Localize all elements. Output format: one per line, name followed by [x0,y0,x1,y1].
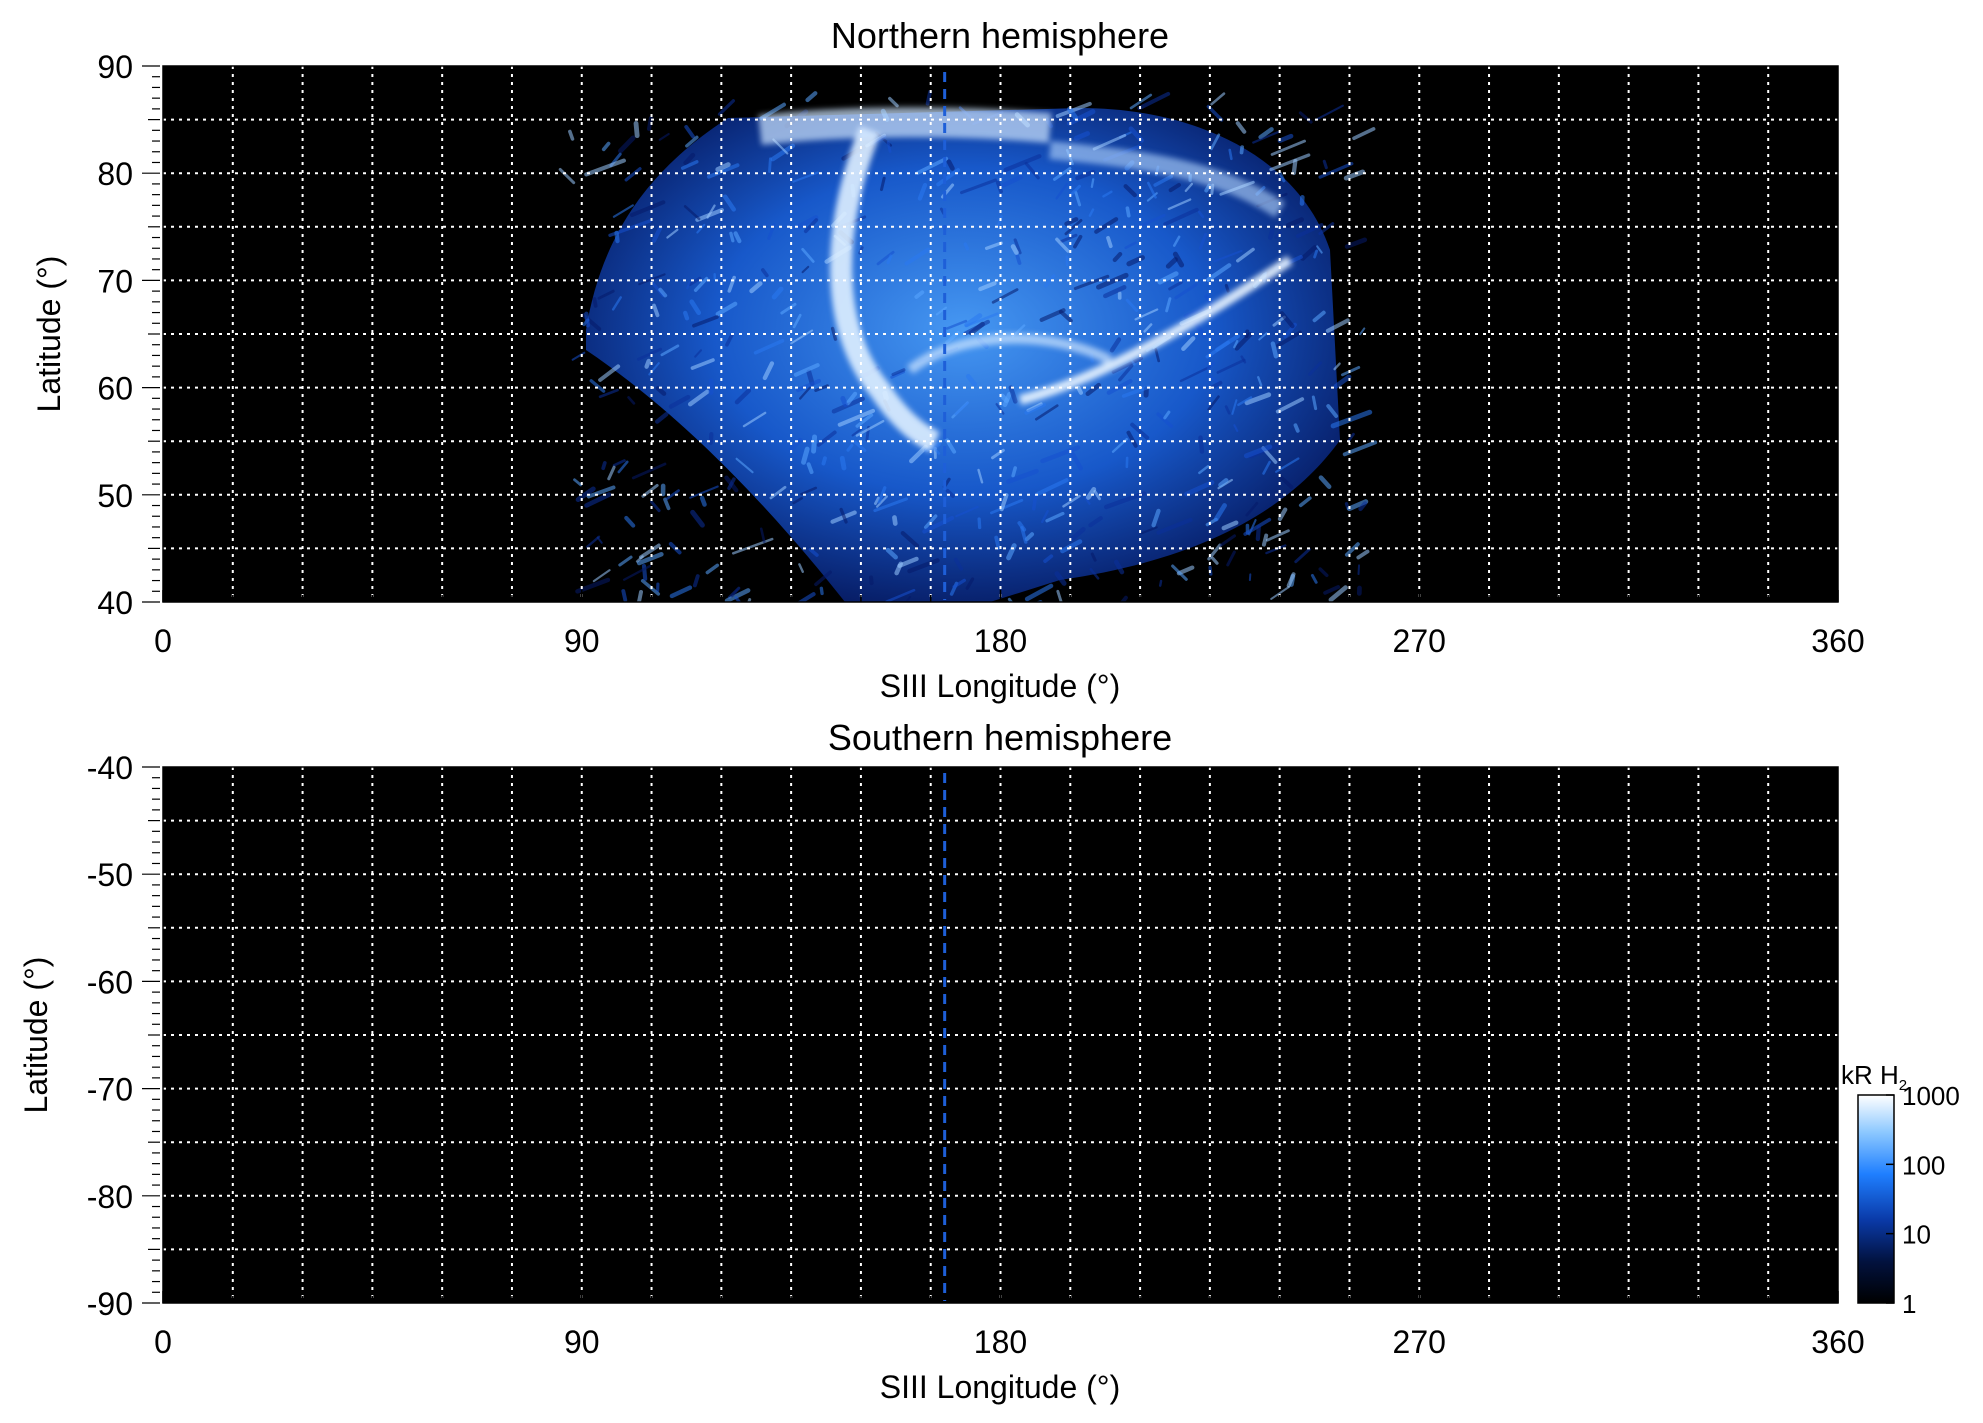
north-emission-region [586,108,1340,602]
north-bright-arcs [758,107,1293,452]
colorbar: kR H2 1000 100 10 1 [1841,1060,1960,1319]
x-tick-label: 360 [1811,1324,1864,1360]
y-tick-label: -80 [87,1179,133,1215]
north-title: Northern hemisphere [831,15,1169,56]
x-tick-label: 360 [1811,623,1864,659]
north-ticks [142,65,1839,603]
north-ylabel: Latitude (°) [31,256,67,413]
y-tick-label: -40 [87,750,133,786]
south-title: Southern hemisphere [828,717,1172,758]
south-grid [163,767,1838,1303]
x-tick-label: 90 [564,623,600,659]
y-tick-label: 90 [97,49,133,85]
north-aurora [558,90,1378,602]
x-tick-label: 0 [154,623,172,659]
south-tick-labels: 0 90 180 270 360 -40 -50 -60 -70 -80 -90 [87,750,1865,1360]
y-tick-label: -90 [87,1286,133,1322]
x-tick-label: 180 [974,1324,1027,1360]
south-panel: Southern hemisphere 0 90 180 270 360 -40 -50 -6… [18,717,1865,1405]
north-xlabel: SIII Longitude (°) [880,668,1120,704]
colorbar-tick-label: 1 [1902,1289,1916,1319]
north-grid [163,66,1838,602]
y-tick-label: 60 [97,371,133,407]
y-tick-label: -50 [87,857,133,893]
y-tick-label: 80 [97,156,133,192]
y-tick-label: 70 [97,263,133,299]
colorbar-label-subscript: 2 [1899,1077,1907,1094]
x-tick-label: 180 [974,623,1027,659]
colorbar-tick-label: 10 [1902,1220,1931,1250]
y-tick-label: 40 [97,585,133,621]
x-tick-label: 270 [1393,623,1446,659]
colorbar-ticks: 1000 100 10 1 [1886,1081,1960,1319]
y-tick-label: 50 [97,478,133,514]
y-tick-label: -60 [87,964,133,1000]
colorbar-gradient [1857,1094,1895,1304]
colorbar-tick-label: 100 [1902,1150,1945,1180]
north-tick-labels: 0 90 180 270 360 90 80 70 60 50 40 [97,49,1864,659]
south-xlabel: SIII Longitude (°) [880,1369,1120,1405]
colorbar-label: kR H2 [1841,1060,1907,1094]
x-tick-label: 0 [154,1324,172,1360]
x-tick-label: 90 [564,1324,600,1360]
colorbar-tick-label: 1000 [1902,1081,1960,1111]
south-ticks [142,766,1839,1304]
y-tick-label: -70 [87,1072,133,1108]
x-tick-label: 270 [1393,1324,1446,1360]
north-panel: Northern hemisphere 0 90 180 270 360 90 80 70 60… [31,15,1865,704]
south-ylabel: Latitude (°) [18,957,54,1114]
